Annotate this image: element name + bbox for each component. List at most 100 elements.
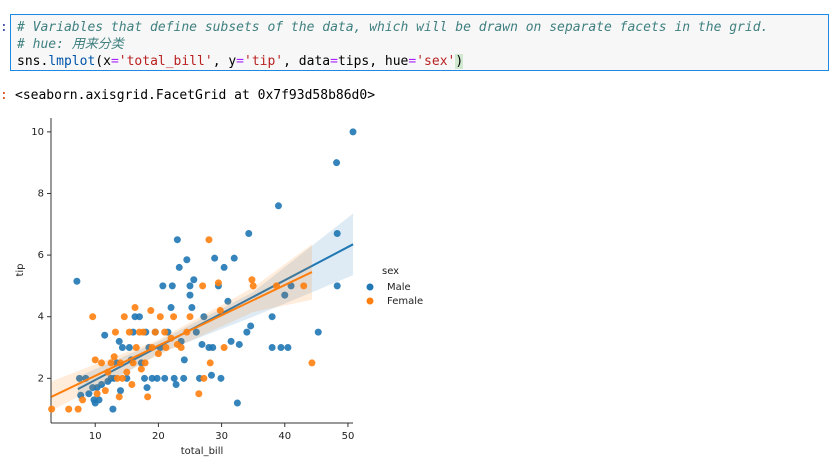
- point: [198, 340, 206, 348]
- point: [247, 322, 255, 330]
- legend-marker: [366, 283, 374, 291]
- point: [230, 254, 238, 262]
- code-token: .: [40, 54, 49, 69]
- point: [268, 344, 276, 352]
- point: [192, 328, 200, 336]
- point: [162, 344, 170, 352]
- legend-title: sex: [382, 266, 399, 277]
- x-tick-label: 50: [342, 431, 355, 442]
- point: [186, 313, 194, 321]
- code-token: =: [236, 54, 244, 69]
- point: [91, 356, 99, 364]
- code-token: , y: [212, 54, 237, 69]
- point: [220, 263, 228, 271]
- point: [116, 387, 124, 395]
- point: [268, 313, 276, 321]
- code-token: lmplot: [48, 54, 96, 69]
- point: [333, 159, 341, 167]
- point: [235, 340, 243, 348]
- point: [79, 396, 87, 404]
- point: [200, 374, 208, 382]
- point: [131, 303, 139, 311]
- point: [109, 405, 117, 413]
- point: [113, 374, 121, 382]
- point: [159, 282, 167, 290]
- confidence-band: [77, 213, 354, 402]
- x-tick-label: 10: [89, 431, 102, 442]
- point: [243, 328, 251, 336]
- prompt-marker: :: [0, 88, 8, 103]
- point: [173, 236, 181, 244]
- code-token: # hue: 用来分类: [17, 37, 124, 52]
- y-tick-label: 8: [38, 188, 44, 199]
- point: [141, 374, 149, 382]
- point: [101, 331, 109, 339]
- point: [333, 282, 341, 290]
- point: [143, 384, 151, 392]
- point: [151, 328, 159, 336]
- legend-marker: [366, 297, 374, 305]
- point: [211, 254, 219, 262]
- point: [118, 374, 126, 382]
- point: [132, 344, 140, 352]
- point: [125, 344, 133, 352]
- point: [274, 202, 282, 210]
- point: [48, 405, 56, 413]
- y-tick-label: 2: [38, 373, 44, 384]
- point: [300, 282, 308, 290]
- code-cell[interactable]: # Variables that define subsets of the d…: [10, 14, 829, 71]
- point: [207, 371, 215, 379]
- point: [209, 344, 217, 352]
- point: [147, 307, 155, 315]
- code-token: =: [408, 54, 417, 69]
- point: [85, 390, 93, 398]
- point: [287, 282, 295, 290]
- point: [183, 256, 191, 264]
- legend-label: Female: [387, 296, 423, 307]
- point: [206, 359, 214, 367]
- point: [224, 297, 232, 305]
- code-token: # Variables that define subsets of the d…: [17, 20, 769, 35]
- point: [120, 313, 128, 321]
- code-token: =: [330, 54, 338, 69]
- point: [101, 387, 109, 395]
- point: [95, 396, 103, 404]
- point: [177, 344, 185, 352]
- y-tick-label: 10: [31, 127, 44, 138]
- point: [308, 359, 316, 367]
- point: [281, 291, 289, 299]
- y-axis-label: tip: [15, 263, 26, 276]
- point: [172, 380, 180, 388]
- point: [199, 282, 207, 290]
- point: [118, 344, 126, 352]
- point: [188, 303, 196, 311]
- point: [73, 277, 81, 285]
- point: [216, 307, 224, 315]
- point: [314, 328, 322, 336]
- point: [168, 282, 176, 290]
- point: [110, 353, 118, 361]
- point: [93, 390, 101, 398]
- x-tick-label: 40: [278, 431, 291, 442]
- regression-line: [51, 271, 313, 398]
- code-token: x: [103, 54, 111, 69]
- point: [170, 374, 178, 382]
- point: [195, 390, 203, 398]
- x-tick-label: 20: [152, 431, 165, 442]
- point: [249, 282, 257, 290]
- legend-label: Male: [387, 282, 411, 293]
- point: [217, 374, 225, 382]
- point: [137, 365, 145, 373]
- point: [161, 328, 169, 336]
- point: [135, 313, 143, 321]
- code-token: tips, hue: [337, 54, 409, 69]
- point: [125, 328, 133, 336]
- point: [175, 263, 183, 271]
- point: [144, 393, 152, 401]
- output-text: <seaborn.axisgrid.FacetGrid at 0x7f93d58…: [15, 88, 376, 103]
- point: [153, 374, 161, 382]
- point: [111, 328, 119, 336]
- point: [200, 313, 208, 321]
- point: [65, 405, 73, 413]
